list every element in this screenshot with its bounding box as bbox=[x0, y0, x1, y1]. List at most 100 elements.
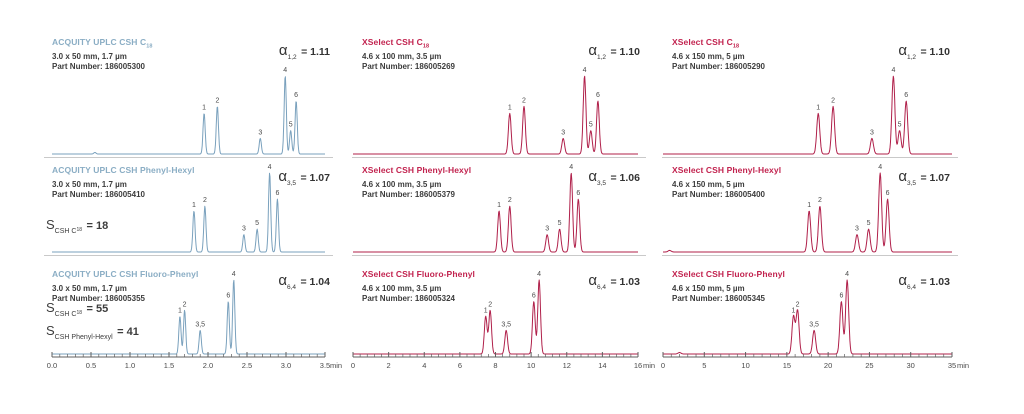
peak-label: 2 bbox=[488, 301, 492, 308]
peak-label: 4 bbox=[891, 67, 895, 74]
alpha-value: = 1.06 bbox=[610, 172, 641, 184]
column-title-text: ACQUITY UPLC CSH Fluoro-Phenyl bbox=[52, 269, 199, 279]
peak-label: 4 bbox=[845, 271, 849, 278]
axis-tick-label: 6 bbox=[458, 361, 462, 370]
chromatogram-panel: 1 2 3 4 5 6 XSelect CSH C18 4.6 x 100 mm, 3.5 µ… bbox=[350, 30, 650, 158]
alpha-subscript: 1,2 bbox=[907, 54, 917, 62]
alpha-value: = 1.11 bbox=[301, 46, 330, 58]
axis-tick-label: 16 bbox=[634, 361, 642, 370]
alpha-symbol: α bbox=[898, 272, 907, 289]
part-number-line: Part Number: 186005290 bbox=[672, 62, 765, 72]
column-dimensions: 3.0 x 50 mm, 1.7 µm bbox=[52, 284, 127, 294]
part-number-line: Part Number: 186005300 bbox=[52, 62, 153, 72]
alpha-symbol: α bbox=[898, 42, 907, 59]
chromatogram-plot: 1 2 3 4 5 6 bbox=[44, 67, 333, 158]
axis-tick-label: 0.0 bbox=[47, 361, 57, 370]
axis-tick-label: 0 bbox=[351, 361, 355, 370]
peak-label: 5 bbox=[589, 122, 593, 129]
s-subscript-small: 18 bbox=[76, 226, 83, 233]
part-number-value: 186005324 bbox=[414, 293, 455, 303]
peak-label: 6 bbox=[904, 92, 908, 99]
axis-tick-label: 5 bbox=[702, 361, 706, 370]
peak-label: 1 bbox=[497, 202, 501, 209]
x-axis: 0 5 10 15 20 25 30 35 min bbox=[661, 352, 969, 370]
alpha-annotation: α3,5 = 1.06 bbox=[588, 168, 640, 187]
peak-label: 1 bbox=[792, 307, 796, 314]
peak-label: 6 bbox=[294, 92, 298, 99]
peak-label: 2 bbox=[508, 197, 512, 204]
axis-unit-label: min bbox=[957, 361, 969, 370]
s-subscript: CSH C bbox=[54, 228, 77, 235]
s-value: = 41 bbox=[117, 325, 139, 338]
part-number-label: Part Number: bbox=[672, 293, 723, 303]
panel-header: XSelect CSH Fluoro-Phenyl 4.6 x 150 mm, 5… bbox=[672, 269, 785, 303]
chromatogram-panel: 1 2 3 5 4 6 XSelect CSH Phenyl-Hexyl 4.6 x 150 … bbox=[660, 158, 960, 256]
axis-unit-label: min bbox=[330, 361, 342, 370]
axis-tick-label: 12 bbox=[563, 361, 571, 370]
column-title-text: XSelect CSH Phenyl-Hexyl bbox=[672, 165, 782, 175]
axis-tick-label: 20 bbox=[824, 361, 832, 370]
column-title: XSelect CSH Fluoro-Phenyl bbox=[672, 269, 785, 284]
alpha-symbol: α bbox=[588, 168, 597, 185]
peak-label: 4 bbox=[232, 271, 236, 278]
alpha-symbol: α bbox=[898, 168, 907, 185]
axis-tick-label: 4 bbox=[422, 361, 426, 370]
chromatogram-panel: 1 2 3 4 5 6 XSelect CSH C18 4.6 x 150 mm, 5 µm P… bbox=[660, 30, 960, 158]
chromatogram-panel: 1 2 3,5 6 4 XSelect CSH Fluoro-Phenyl 4.6 x 10… bbox=[350, 262, 650, 358]
alpha-subscript: 6,4 bbox=[907, 284, 917, 292]
selectivity-factors: SCSH C18 = 55 SCSH Phenyl-Hexyl = 41 bbox=[46, 300, 139, 346]
panel-header: XSelect CSH C18 4.6 x 150 mm, 5 µm Part Nu… bbox=[672, 37, 765, 72]
chromatogram-panel: 1 2 3,5 6 4 ACQUITY UPLC CSH Fluoro-Phenyl 3.0… bbox=[40, 262, 340, 358]
peak-label: 2 bbox=[215, 97, 219, 104]
selectivity-factor: SCSH Phenyl-Hexyl = 41 bbox=[46, 323, 139, 346]
peak-label: 6 bbox=[596, 92, 600, 99]
column-dimensions: 4.6 x 100 mm, 3.5 µm bbox=[362, 52, 442, 62]
chromatogram-panel: 1 2 3,5 6 4 XSelect CSH Fluoro-Phenyl 4.6 x 15… bbox=[660, 262, 960, 358]
chromatogram-trace bbox=[663, 172, 952, 253]
s-subscript: CSH Phenyl-Hexyl bbox=[54, 334, 113, 341]
axis-tick-label: 15 bbox=[783, 361, 791, 370]
axis-tick-label: 8 bbox=[493, 361, 497, 370]
x-axis: 0.0 0.5 1.0 1.5 2.0 2.5 3.0 3.5 min bbox=[47, 352, 342, 370]
alpha-subscript: 3,5 bbox=[907, 180, 917, 188]
axis-tick-label: 0 bbox=[661, 361, 665, 370]
panel-header: XSelect CSH Phenyl-Hexyl 4.6 x 100 mm, 3.… bbox=[362, 165, 471, 199]
part-number-label: Part Number: bbox=[362, 61, 413, 71]
panel-header: XSelect CSH Fluoro-Phenyl 4.6 x 100 mm, 3… bbox=[362, 269, 476, 303]
peak-label: 5 bbox=[289, 122, 293, 129]
selectivity-factor: SCSH C18 = 55 bbox=[46, 300, 139, 323]
column-title-text: XSelect CSH Fluoro-Phenyl bbox=[362, 269, 476, 279]
alpha-annotation: α6,4 = 1.03 bbox=[898, 272, 950, 291]
column-title-subscript: 18 bbox=[146, 43, 153, 50]
alpha-subscript: 6,4 bbox=[597, 284, 607, 292]
panel-header: XSelect CSH C18 4.6 x 100 mm, 3.5 µm Part … bbox=[362, 37, 455, 71]
part-number-value: 186005400 bbox=[724, 189, 765, 199]
peak-label: 6 bbox=[886, 190, 890, 197]
part-number-label: Part Number: bbox=[362, 293, 413, 303]
column-title-text: ACQUITY UPLC CSH C bbox=[52, 37, 147, 47]
column-dimensions: 4.6 x 150 mm, 5 µm bbox=[672, 180, 745, 190]
peak-label: 4 bbox=[583, 67, 587, 74]
part-number-value: 186005290 bbox=[724, 61, 765, 71]
alpha-annotation: α1,2 = 1.11 bbox=[279, 42, 330, 61]
chromatogram-plot: 12 3 5 4 6 bbox=[662, 164, 958, 256]
alpha-value: = 1.07 bbox=[920, 172, 951, 184]
alpha-annotation: α6,4 = 1.04 bbox=[278, 272, 330, 291]
alpha-annotation: α3,5 = 1.07 bbox=[898, 168, 950, 187]
selectivity-factors: SCSH C18 = 18 bbox=[46, 217, 108, 240]
peak-label: 6 bbox=[576, 190, 580, 197]
chromatogram-trace bbox=[51, 279, 326, 355]
column-title-subscript: 18 bbox=[732, 43, 740, 50]
alpha-value: = 1.07 bbox=[300, 172, 331, 184]
peak-label: 5 bbox=[255, 220, 259, 227]
axis-tick-label: 2.0 bbox=[203, 361, 213, 370]
alpha-annotation: α1,2 = 1.10 bbox=[898, 42, 950, 61]
peak-label: 1 bbox=[807, 202, 811, 209]
part-number-label: Part Number: bbox=[672, 189, 723, 199]
axis-tick-label: 14 bbox=[598, 361, 606, 370]
alpha-annotation: α3,5 = 1.07 bbox=[278, 168, 330, 187]
alpha-value: = 1.10 bbox=[610, 46, 641, 58]
peak-label: 3 bbox=[545, 226, 549, 233]
alpha-annotation: α1,2 = 1.10 bbox=[588, 42, 640, 61]
alpha-subscript: 3,5 bbox=[287, 180, 297, 188]
